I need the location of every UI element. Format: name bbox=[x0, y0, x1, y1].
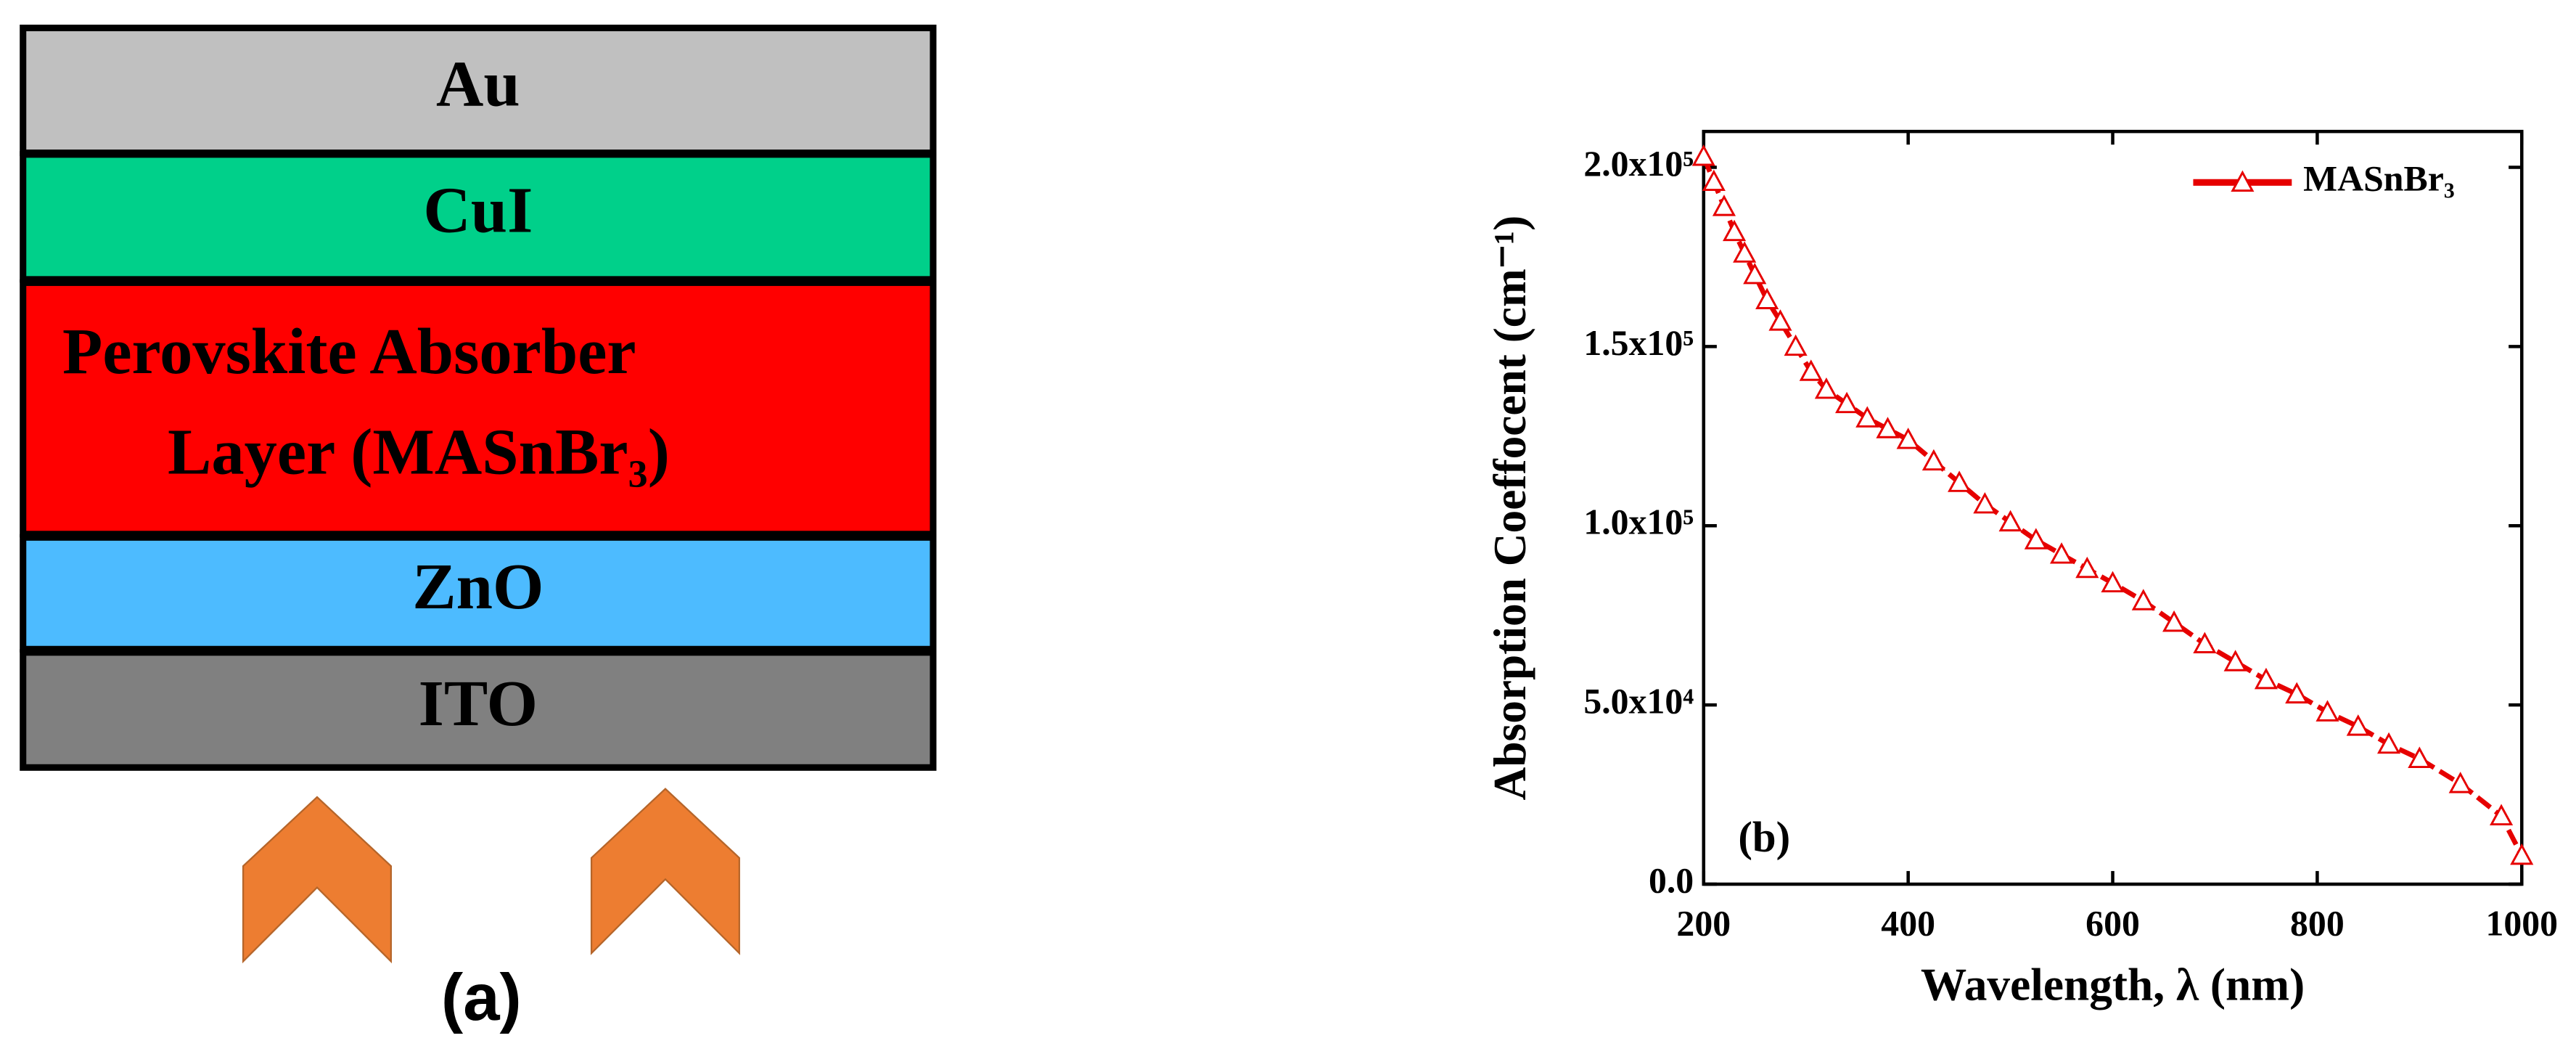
marker bbox=[1784, 334, 1808, 356]
marker bbox=[1948, 470, 1972, 492]
y-tick-label: 2.0x10⁵ bbox=[1583, 144, 1694, 184]
marker bbox=[2254, 667, 2278, 690]
marker bbox=[1702, 169, 1726, 192]
marker bbox=[2315, 700, 2339, 722]
light-arrow bbox=[590, 788, 740, 955]
marker bbox=[2050, 542, 2074, 564]
marker bbox=[1755, 287, 1779, 309]
marker bbox=[2131, 589, 2155, 610]
x-tick-label: 200 bbox=[1676, 903, 1731, 943]
layer-label: CuI bbox=[423, 173, 533, 247]
y-tick-label: 5.0x10⁴ bbox=[1583, 682, 1694, 722]
marker bbox=[2193, 632, 2217, 654]
marker bbox=[2223, 650, 2247, 671]
marker bbox=[2490, 804, 2514, 826]
marker bbox=[1876, 417, 1900, 438]
marker bbox=[1691, 144, 1715, 166]
marker bbox=[2376, 732, 2401, 754]
y-axis-label: Absorption Coeffocent (cm⁻¹) bbox=[1485, 216, 1535, 801]
marker bbox=[1896, 428, 1920, 449]
marker bbox=[1921, 449, 1945, 471]
layer bbox=[20, 279, 937, 538]
marker bbox=[1973, 491, 1997, 514]
marker bbox=[2101, 571, 2125, 593]
layer bbox=[20, 534, 937, 653]
layer-label: Au bbox=[436, 46, 520, 120]
x-tick-label: 400 bbox=[1881, 903, 1935, 943]
marker bbox=[1768, 309, 1792, 331]
marker bbox=[1733, 241, 1757, 263]
marker bbox=[1855, 406, 1879, 428]
marker bbox=[1814, 377, 1838, 399]
layer bbox=[20, 649, 937, 771]
marker bbox=[2024, 528, 2048, 550]
x-tick-label: 800 bbox=[2290, 903, 2345, 943]
marker bbox=[1799, 359, 1823, 381]
marker bbox=[2448, 772, 2472, 793]
series-line bbox=[1701, 155, 2524, 857]
marker bbox=[1723, 219, 1747, 242]
layer-label: Layer (MASnBr₃) bbox=[168, 415, 670, 489]
layer bbox=[20, 24, 937, 157]
marker bbox=[1743, 262, 1767, 285]
annotation: (b) bbox=[1738, 814, 1790, 861]
light-arrow bbox=[242, 796, 392, 964]
legend-label: MASnBr₃ bbox=[2303, 159, 2455, 199]
plot-frame bbox=[1702, 129, 2524, 886]
y-tick-label: 1.5x10⁵ bbox=[1583, 323, 1694, 363]
marker bbox=[2346, 714, 2370, 736]
layer-label: ZnO bbox=[412, 550, 543, 623]
marker bbox=[2162, 610, 2186, 632]
x-tick-label: 600 bbox=[2085, 903, 2140, 943]
y-tick-label: 1.0x10⁵ bbox=[1583, 502, 1694, 542]
marker bbox=[2510, 843, 2534, 865]
x-tick-label: 1000 bbox=[2485, 903, 2558, 943]
layer-label: Perovskite Absorber bbox=[62, 314, 636, 388]
layer-label: ITO bbox=[419, 666, 538, 740]
legend-marker bbox=[2231, 170, 2255, 192]
y-tick-label: 0.0 bbox=[1649, 860, 1694, 900]
layer bbox=[20, 151, 937, 283]
marker bbox=[2285, 682, 2309, 704]
marker bbox=[2075, 556, 2099, 579]
marker bbox=[2408, 746, 2432, 769]
panel-label: (a) bbox=[441, 961, 522, 1034]
marker bbox=[1835, 391, 1859, 414]
marker bbox=[1712, 195, 1736, 216]
marker bbox=[1998, 510, 2022, 532]
x-axis-label: Wavelength, λ (nm) bbox=[1921, 959, 2305, 1010]
